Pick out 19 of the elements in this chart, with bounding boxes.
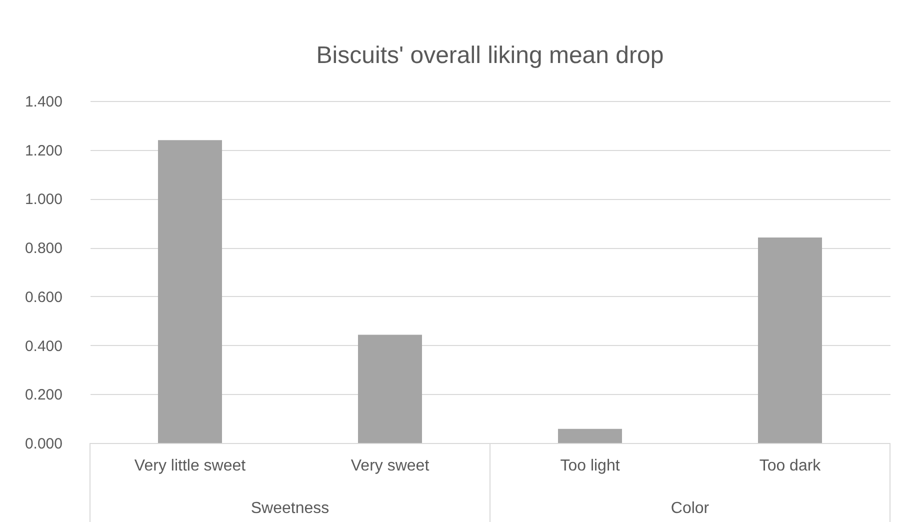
- y-tick-label: 0.000: [24, 436, 62, 452]
- y-tick-label: 1.400: [24, 94, 62, 110]
- y-tick-label: 0.200: [24, 386, 62, 404]
- y-tick-label: 1.200: [24, 142, 62, 160]
- x-tick-label: Too light: [560, 458, 620, 474]
- y-tick-label: 0.400: [24, 338, 62, 355]
- bar: [558, 428, 622, 443]
- y-tick-label: 0.600: [24, 288, 62, 306]
- bar: [758, 238, 822, 443]
- bar: [358, 334, 422, 443]
- y-tick-label: 0.800: [24, 240, 62, 258]
- y-tick-label: 1.000: [24, 191, 62, 208]
- text: Sweetness: [250, 500, 330, 517]
- text: Color: [670, 500, 710, 517]
- x-tick-label: Very sweet: [350, 458, 430, 474]
- x-tick-label: Too dark: [759, 458, 822, 474]
- x-tick-label: Very little sweet: [134, 458, 246, 474]
- chart-title: Biscuits' overall liking mean drop: [316, 42, 664, 69]
- bar: [158, 140, 222, 443]
